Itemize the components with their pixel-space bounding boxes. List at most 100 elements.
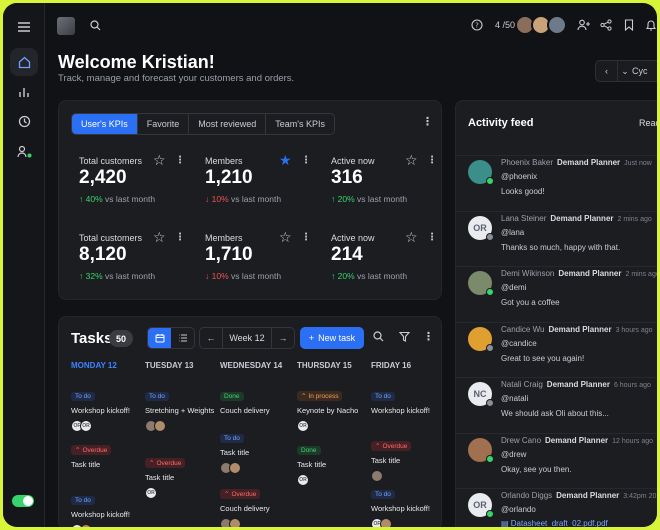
kpi-label: Members (205, 233, 243, 243)
more-icon[interactable]: ⋮ (301, 232, 311, 243)
assignee-avatar[interactable] (371, 469, 383, 482)
assignee-avatar[interactable] (80, 523, 92, 527)
activity-message: Okay, see you then. (501, 464, 572, 474)
star-icon[interactable]: ☆ (153, 152, 166, 168)
assignee-avatar[interactable] (229, 461, 241, 474)
bell-icon[interactable] (643, 17, 657, 33)
user-name[interactable]: Orlando Diggs (501, 491, 553, 500)
user-name[interactable]: Phoenix Baker (501, 158, 554, 167)
star-icon[interactable]: ☆ (405, 152, 418, 168)
search-icon[interactable] (373, 331, 384, 345)
activity-item[interactable]: Demi Wikinson Demand Planner 2 mins ago @de… (456, 266, 657, 321)
search-icon[interactable] (87, 17, 103, 33)
task-card[interactable]: ⌃ In process Keynote by Nacho OR (297, 389, 373, 432)
calendar-view-icon[interactable] (148, 328, 171, 348)
more-icon[interactable]: ⋮ (175, 155, 185, 166)
arrow-right-icon[interactable]: → (278, 333, 288, 343)
activity-item[interactable]: Candice Wu Demand Planner 3 hours ago @cand… (456, 321, 657, 377)
more-icon[interactable]: ⋮ (427, 155, 437, 166)
mark-read-link[interactable]: Read (639, 118, 657, 128)
seat-counter: 4 /50 (495, 20, 516, 30)
task-card[interactable]: To do Workshop kickoff! OR (71, 493, 147, 527)
user-handle[interactable]: @drew (501, 449, 527, 459)
star-icon[interactable]: ☆ (153, 229, 166, 245)
user-handle[interactable]: @natali (501, 394, 529, 403)
more-icon[interactable]: ⋮ (423, 331, 434, 343)
user-name[interactable]: Candice Wu (501, 324, 545, 334)
more-icon[interactable]: ⋮ (427, 232, 437, 243)
more-icon[interactable]: ⋮ (422, 116, 433, 128)
trend-down-icon: ↓ (205, 194, 212, 204)
task-card[interactable]: Done Couch delivery (220, 389, 296, 416)
user-name[interactable]: Natali Craig (501, 380, 543, 389)
add-user-icon[interactable] (576, 17, 592, 33)
kpi-label: Active now (331, 156, 375, 166)
star-icon[interactable]: ☆ (405, 229, 418, 245)
filter-icon[interactable] (398, 331, 411, 345)
task-card[interactable]: To do Task title (220, 431, 296, 474)
theme-toggle[interactable] (12, 495, 34, 507)
users-icon[interactable] (10, 137, 38, 165)
home-icon[interactable] (10, 48, 38, 76)
menu-icon[interactable] (10, 13, 38, 41)
task-title: Task title (220, 448, 250, 457)
task-card[interactable]: To do Workshop kickoff! OF (371, 487, 441, 527)
user-name[interactable]: Lana Steiner (501, 213, 547, 223)
activity-item[interactable]: NC Natali Craig Demand Planner 6 hours ago @… (456, 377, 657, 432)
task-card[interactable]: To do Workshop kickoff! OF OR (71, 389, 147, 432)
status-label: To do (149, 393, 165, 400)
task-card[interactable]: ⌃ Overdue Task title (71, 443, 147, 470)
status-badge: To do (71, 496, 95, 505)
activity-item[interactable]: Phoenix Baker Demand Planner Just now @phoe… (456, 155, 657, 210)
star-icon[interactable]: ★ (279, 152, 292, 168)
more-icon[interactable]: ⋮ (175, 232, 185, 243)
share-icon[interactable] (598, 17, 614, 33)
chevron-down-icon[interactable]: ⌄ (621, 65, 629, 76)
task-card[interactable]: ⌃ Overdue Task title OR (145, 456, 221, 499)
help-icon[interactable]: ? (469, 17, 485, 33)
tab-favorite[interactable]: Favorite (138, 114, 190, 134)
cycle-selector[interactable]: ‹ ⌄ Cyc (595, 60, 657, 82)
task-card[interactable]: To do Workshop kickoff! (371, 389, 441, 416)
bookmark-icon[interactable] (621, 17, 637, 33)
list-view-icon[interactable] (171, 328, 194, 348)
day-column: TUESDAY 13 To do Stretching + Weights ⌃ Over… (145, 361, 221, 499)
user-name[interactable]: Drew Cano (501, 435, 542, 445)
task-card[interactable]: To do Stretching + Weights (145, 389, 221, 432)
trend-up-icon: ↑ (79, 271, 86, 281)
user-name[interactable]: Demi Wikinson (501, 269, 555, 278)
clock-icon[interactable] (10, 107, 38, 135)
assignee-avatar[interactable] (229, 517, 241, 527)
user-handle[interactable]: @lana (501, 227, 525, 237)
assignee-avatar[interactable] (154, 419, 166, 432)
more-icon[interactable]: ⋮ (301, 155, 311, 166)
task-card[interactable]: ⌃ Overdue Couch delivery (220, 487, 296, 527)
user-handle[interactable]: @phoenix (501, 172, 538, 181)
tab-most-reviewed[interactable]: Most reviewed (189, 114, 267, 134)
user-handle[interactable]: @demi (501, 283, 527, 292)
timestamp: 2 mins ago (625, 271, 657, 278)
chart-icon[interactable] (10, 78, 38, 106)
activity-item[interactable]: Drew Cano Demand Planner 12 hours ago @drew… (456, 432, 657, 488)
assignee-avatar[interactable]: OR (145, 486, 157, 499)
assignee-avatar[interactable]: OR (80, 419, 92, 432)
kpi-change-value: 20% (337, 194, 355, 204)
star-icon[interactable]: ☆ (279, 229, 292, 245)
tab-users-kpis[interactable]: User's KPIs (72, 114, 138, 134)
user-handle[interactable]: @candice (501, 338, 537, 348)
avatar[interactable] (547, 15, 567, 35)
arrow-left-icon[interactable]: ← (206, 333, 216, 343)
activity-item[interactable]: OR Lana Steiner Demand Planner 2 mins ago @l… (456, 210, 657, 266)
task-card[interactable]: ⌃ Overdue Task title (371, 439, 441, 482)
kpi-change-caption: vs last month (105, 271, 156, 281)
file-attachment[interactable]: ▤ Datasheet_draft_02.pdf.pdf (501, 519, 608, 527)
new-task-button[interactable]: + New task (300, 327, 364, 349)
tab-teams-kpis[interactable]: Team's KPIs (275, 119, 326, 129)
chevron-left-icon[interactable]: ‹ (596, 61, 618, 81)
assignee-avatar[interactable] (380, 517, 392, 527)
task-card[interactable]: Done Task title OR (297, 443, 373, 486)
user-handle[interactable]: @orlando (501, 505, 536, 514)
assignee-avatar[interactable]: OR (297, 473, 309, 486)
assignee-avatar[interactable]: OR (297, 419, 309, 432)
